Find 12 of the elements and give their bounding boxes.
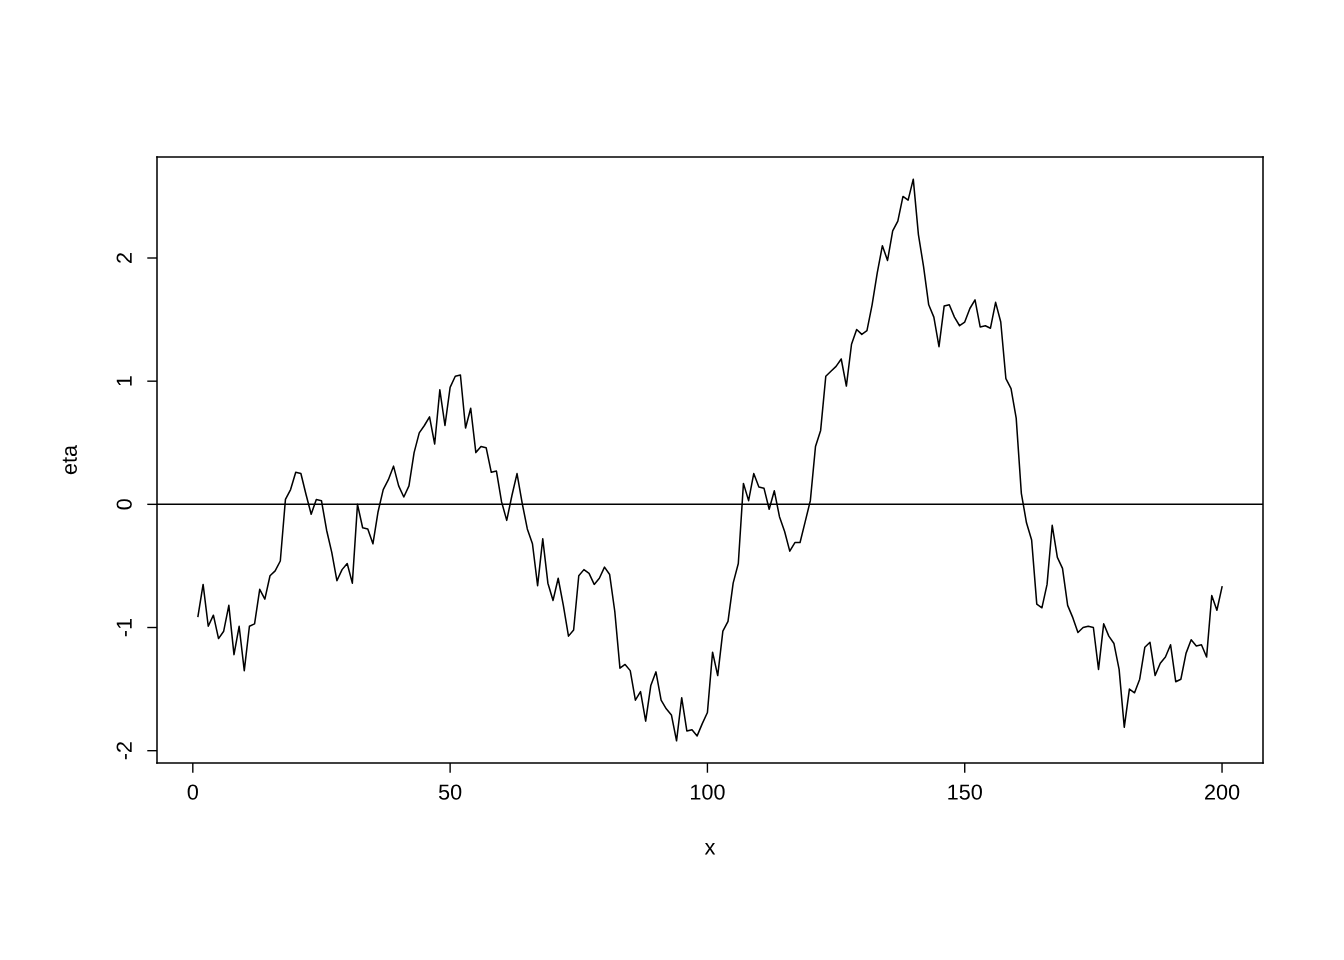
y-tick-label: -1	[116, 618, 132, 637]
x-tick-label: 100	[691, 784, 725, 800]
y-tick-label: 1	[116, 376, 132, 386]
y-tick-label: 0	[116, 499, 132, 510]
y-tick-label: -2	[116, 742, 132, 760]
x-tick-label: 0	[187, 784, 198, 800]
y-tick-label: 2	[116, 253, 132, 263]
y-axis-title: eta	[62, 444, 77, 475]
x-tick-label: 50	[438, 784, 462, 800]
x-axis-title: x	[704, 843, 716, 855]
x-tick-label: 200	[1205, 784, 1240, 800]
x-tick-label: 150	[948, 784, 982, 800]
